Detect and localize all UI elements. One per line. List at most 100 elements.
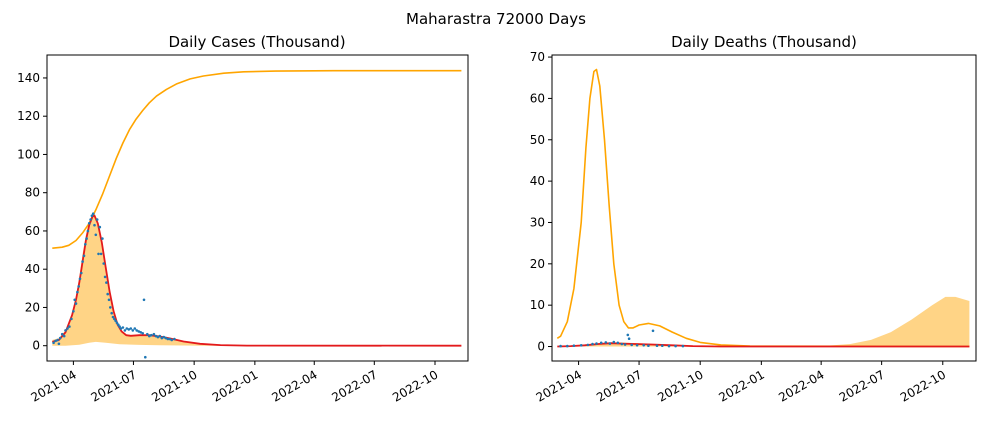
observed-point	[586, 343, 590, 347]
observed-point	[114, 319, 117, 323]
observed-point	[604, 341, 608, 344]
observed-point	[152, 332, 156, 336]
observed-point	[630, 343, 633, 347]
x-tick-label: 2021-07	[594, 367, 644, 404]
observed-point	[144, 355, 147, 359]
observed-point	[60, 332, 64, 336]
x-tick-label: 2021-10	[149, 367, 199, 404]
observed-point	[674, 344, 677, 348]
y-tick-label: 100	[17, 147, 40, 161]
observed-point	[77, 285, 80, 288]
observed-point	[635, 344, 639, 347]
panel-daily-cases: Daily Cases (Thousand) 0 20 40 60 80 100 120 14…	[17, 33, 469, 405]
observed-point	[655, 344, 659, 348]
panel-daily-deaths: Daily Deaths (Thousand) 010203040506070 …	[530, 33, 977, 405]
observed-point	[608, 342, 612, 345]
observed-point	[62, 334, 66, 338]
observed-point	[87, 222, 91, 225]
observed-point	[78, 277, 82, 281]
observed-point	[109, 306, 112, 309]
observed-point	[80, 271, 83, 275]
plot-frame-daily-deaths	[551, 54, 977, 362]
observed-point	[661, 344, 664, 348]
observed-point	[651, 329, 655, 333]
observed-point	[137, 330, 140, 333]
y-tick-label: 0	[32, 339, 40, 353]
observed-point	[73, 298, 76, 302]
x-axis-daily-cases: 2021-04 2021-07 2021-10 2022-01 2022-04 2022-…	[28, 361, 441, 405]
observed-point	[642, 344, 645, 347]
x-tick-label: 2021-07	[89, 367, 139, 404]
y-tick-label: 60	[25, 224, 40, 238]
observed-point	[97, 252, 100, 256]
observed-point	[118, 325, 121, 328]
observed-point	[647, 344, 650, 348]
observed-point	[572, 344, 576, 348]
x-tick-label: 2022-07	[837, 367, 887, 404]
observed-point	[105, 281, 108, 284]
observed-point	[133, 327, 137, 330]
band-layer-deaths	[557, 296, 970, 347]
observed-point	[160, 336, 164, 340]
observed-point	[82, 254, 86, 258]
observed-point	[129, 327, 133, 330]
point-layer-cases	[52, 212, 176, 359]
x-tick-label: 2022-07	[329, 367, 379, 404]
observed-point	[113, 317, 116, 321]
observed-point	[123, 329, 127, 332]
y-tick-label: 70	[530, 50, 545, 64]
chart-title-daily-cases: Daily Cases (Thousand)	[168, 33, 345, 51]
plot-frame-daily-cases	[46, 54, 469, 362]
observed-point	[89, 218, 92, 221]
observed-point	[119, 327, 123, 330]
observed-point	[139, 331, 142, 334]
cumulative-model-line-cases	[52, 69, 462, 249]
x-tick-label: 2021-10	[655, 367, 705, 404]
observed-point	[70, 317, 73, 321]
observed-point	[58, 336, 62, 340]
observed-point	[121, 326, 125, 329]
observed-point	[91, 212, 95, 215]
observed-point	[101, 237, 104, 240]
observed-point	[168, 337, 171, 341]
observed-point	[90, 214, 94, 217]
observed-point	[667, 344, 671, 348]
figure-suptitle: Maharastra 72000 Days	[406, 10, 586, 28]
y-tick-label: 80	[25, 186, 40, 200]
observed-point	[93, 223, 96, 227]
observed-point	[98, 225, 102, 229]
observed-point	[164, 336, 168, 340]
y-tick-label: 40	[25, 262, 40, 276]
observed-point	[579, 344, 583, 347]
observed-point	[72, 310, 75, 313]
observed-point	[627, 337, 631, 341]
observed-point	[99, 252, 103, 256]
y-tick-label: 30	[530, 215, 545, 229]
observed-point	[681, 344, 685, 348]
observed-point	[616, 341, 620, 345]
observed-point	[148, 334, 151, 338]
y-tick-label: 20	[530, 257, 545, 271]
observed-point	[76, 290, 79, 294]
y-tick-label: 140	[17, 71, 40, 85]
observed-point	[103, 275, 107, 279]
observed-point	[54, 339, 57, 343]
observed-point	[173, 337, 176, 341]
observed-point	[64, 329, 67, 332]
observed-point	[125, 327, 129, 330]
observed-point	[131, 329, 135, 332]
observed-point	[111, 315, 115, 319]
x-tick-label: 2021-04	[28, 367, 78, 404]
observed-point	[127, 328, 131, 331]
observed-point	[52, 341, 55, 345]
observed-point	[158, 334, 162, 338]
observed-point	[135, 329, 138, 332]
observed-point	[66, 327, 69, 330]
observed-point	[68, 325, 71, 328]
observed-point	[154, 334, 158, 338]
observed-point	[170, 338, 173, 342]
x-tick-label: 2022-10	[898, 367, 948, 404]
observed-point	[599, 341, 603, 345]
observed-point	[146, 332, 149, 336]
